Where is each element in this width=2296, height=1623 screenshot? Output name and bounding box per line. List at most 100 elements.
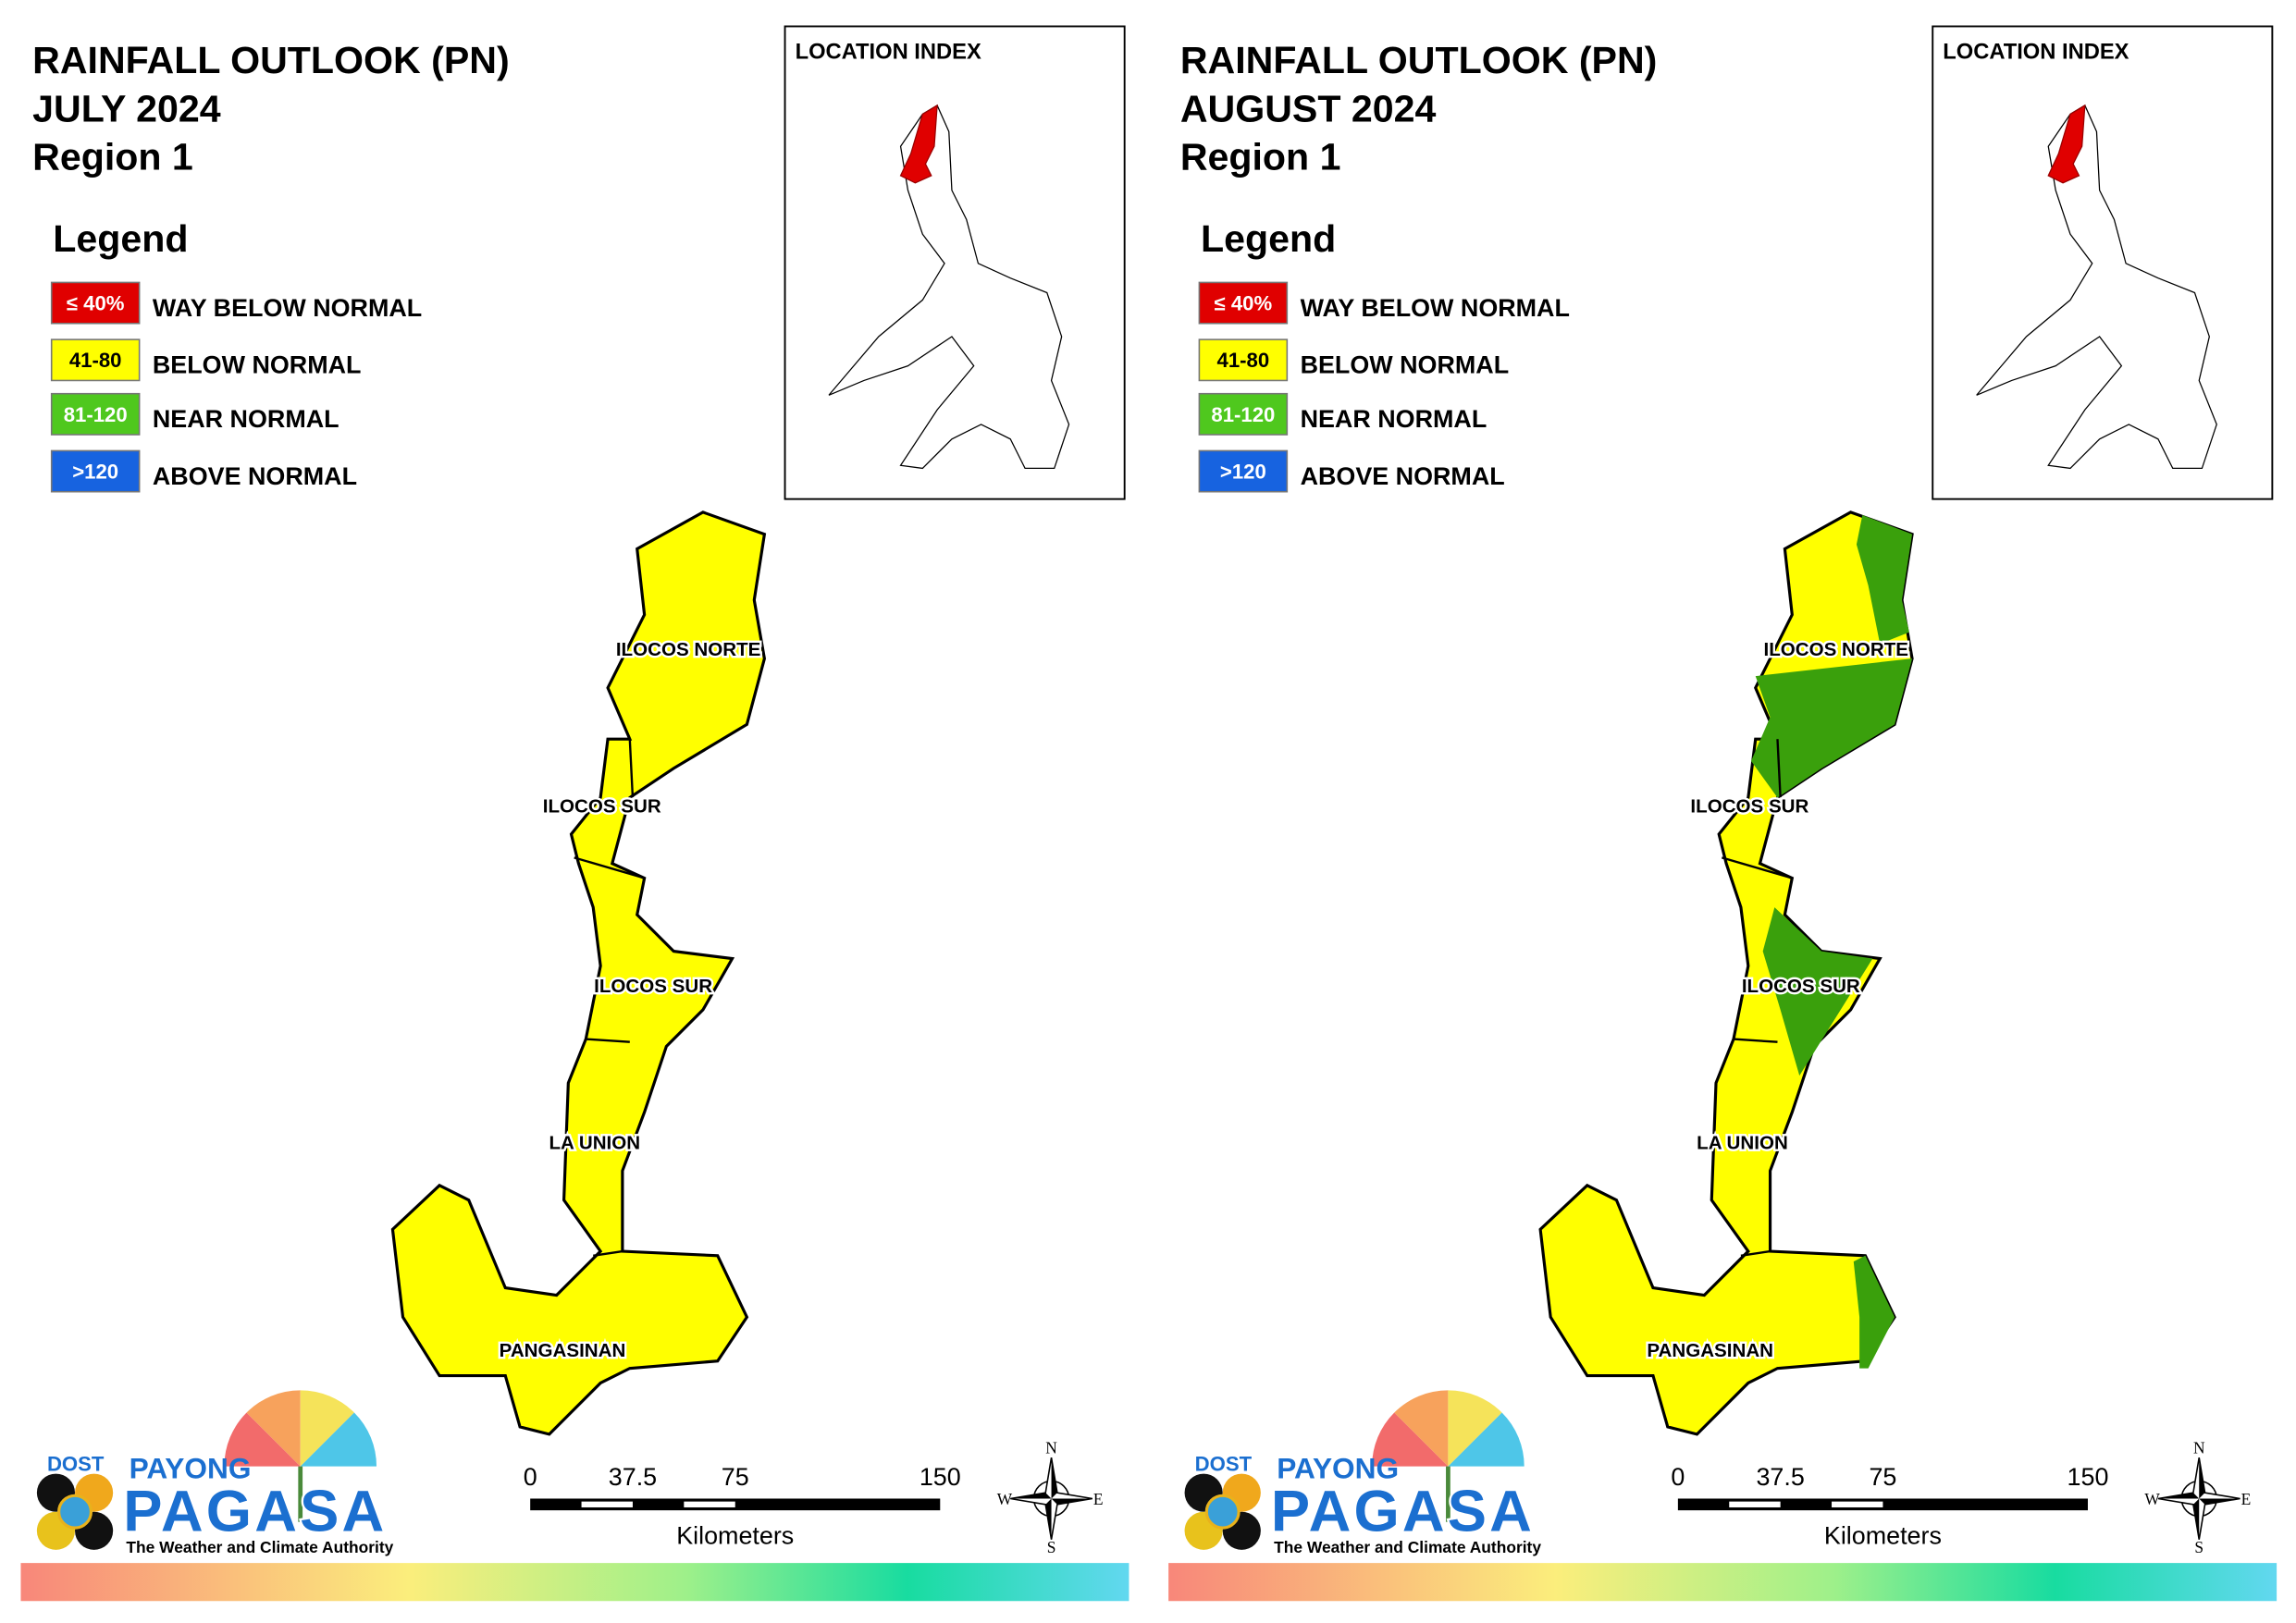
color-band [1168,1563,2277,1602]
scale-tick-label: 150 [2068,1463,2109,1491]
umbrella-segment [300,1412,377,1467]
region-highlight [899,104,938,184]
legend-title: Legend [53,217,188,260]
title-line: Region 1 [32,136,193,178]
compass-letter: W [997,1490,1013,1508]
province-label: ILOCOS NORTE [1764,639,1909,660]
color-band [20,1563,1129,1602]
panel: RAINFALL OUTLOOK (PN) JULY 2024 Region 1 Le… [20,25,1129,1602]
province-label: ILOCOS SUR [594,976,712,997]
scale-gap [581,1501,633,1507]
scale-tick-label: 0 [1671,1463,1685,1491]
umbrella-segment [1448,1412,1524,1467]
title-line: RAINFALL OUTLOOK (PN) [1180,39,1658,81]
province-label: ILOCOS SUR [1742,976,1860,997]
logo-dost: DOST [47,1452,105,1475]
legend-label: BELOW NORMAL [1301,351,1510,379]
legend-swatch [1198,392,1289,436]
legend-swatch-text: 81-120 [1211,403,1275,426]
location-index-title: LOCATION INDEX [796,40,981,64]
scale-unit: Kilometers [1824,1522,1942,1550]
near-normal-area [1853,1255,1895,1369]
legend-swatch-text: ≤ 40% [67,291,125,314]
legend-label: BELOW NORMAL [153,351,362,379]
umbrella-segment [1372,1412,1449,1467]
legend-swatch [1198,281,1289,325]
province-label: ILOCOS SUR [1690,795,1808,817]
legend-swatch-text: 41-80 [1217,349,1270,372]
compass-letter: E [2241,1490,2252,1508]
legend-swatch [50,449,141,493]
logo-tagline: The Weather and Climate Authority [1274,1538,1541,1556]
legend-swatch-text: 81-120 [64,403,128,426]
province-label: LA UNION [1697,1132,1788,1153]
scale-gap [684,1501,735,1507]
umbrella-segment [246,1390,301,1467]
near-normal-area [1762,907,1873,1076]
scale-gap [1729,1501,1781,1507]
legend-swatch-text: >120 [72,460,118,483]
title-line: JULY 2024 [32,87,221,129]
legend-label: WAY BELOW NORMAL [153,294,422,322]
scale-unit: Kilometers [676,1522,794,1550]
compass-star-fill [1010,1457,1092,1540]
umbrella-segment [300,1390,354,1467]
compass-letter: W [2144,1490,2160,1508]
compass-letter: N [1045,1438,1057,1457]
philippines-outline [828,105,1070,470]
scale-tick-label: 37.5 [1756,1463,1804,1491]
legend-label: WAY BELOW NORMAL [1301,294,1570,322]
umbrella-segment [1394,1390,1449,1467]
legend-label: ABOVE NORMAL [153,462,357,490]
province-label: ILOCOS NORTE [616,639,761,660]
logo-payong: PAYONG [1277,1451,1399,1484]
dost-seal [1204,1494,1241,1530]
compass-letter: S [1047,1538,1056,1556]
legend-swatch [50,392,141,436]
logo-pagasa: PAGASA [1271,1479,1535,1543]
scale-tick-label: 75 [722,1463,749,1491]
legend-swatch [1198,338,1289,382]
legend-swatch [50,338,141,382]
scale-gap [1832,1501,1883,1507]
legend-label: NEAR NORMAL [153,405,339,433]
province-label: ILOCOS SUR [543,795,661,817]
province-boundary [1740,1249,1771,1257]
scale-tick-label: 150 [920,1463,961,1491]
logo-tagline: The Weather and Climate Authority [126,1538,393,1556]
legend-label: NEAR NORMAL [1301,405,1487,433]
legend-title: Legend [1201,217,1336,260]
province-boundary [586,1038,630,1043]
legend-label: ABOVE NORMAL [1301,462,1505,490]
legend-swatch-text: 41-80 [69,349,122,372]
title-line: RAINFALL OUTLOOK (PN) [32,39,510,81]
province-boundary [628,739,635,798]
compass-letter: S [2194,1538,2203,1556]
philippines-outline [1976,105,2217,470]
compass-star [2157,1457,2240,1540]
umbrella-segment [224,1412,301,1467]
location-index-title: LOCATION INDEX [1943,40,2129,64]
scale-tick-label: 37.5 [609,1463,657,1491]
logo-dost: DOST [1195,1452,1253,1475]
logo-pagasa: PAGASA [123,1479,387,1543]
title-line: AUGUST 2024 [1180,87,1437,129]
region-map [390,510,767,1436]
legend-swatch [1198,449,1289,493]
region-highlight [2047,104,2086,184]
dost-seal [57,1494,93,1530]
province-label: LA UNION [549,1132,640,1153]
province-boundary [1722,856,1793,879]
panel: RAINFALL OUTLOOK (PN) AUGUST 2024 Region 1… [1168,25,2277,1602]
province-boundary [1776,739,1782,798]
title-line: Region 1 [1180,136,1341,178]
province-boundary [1733,1038,1778,1043]
province-boundary [593,1249,623,1257]
province-boundary [574,856,645,879]
legend-swatch-text: ≤ 40% [1215,291,1273,314]
scale-tick-label: 75 [1869,1463,1896,1491]
logo-payong: PAYONG [130,1451,252,1484]
near-normal-area [1750,658,1913,798]
umbrella-segment [1448,1390,1502,1467]
